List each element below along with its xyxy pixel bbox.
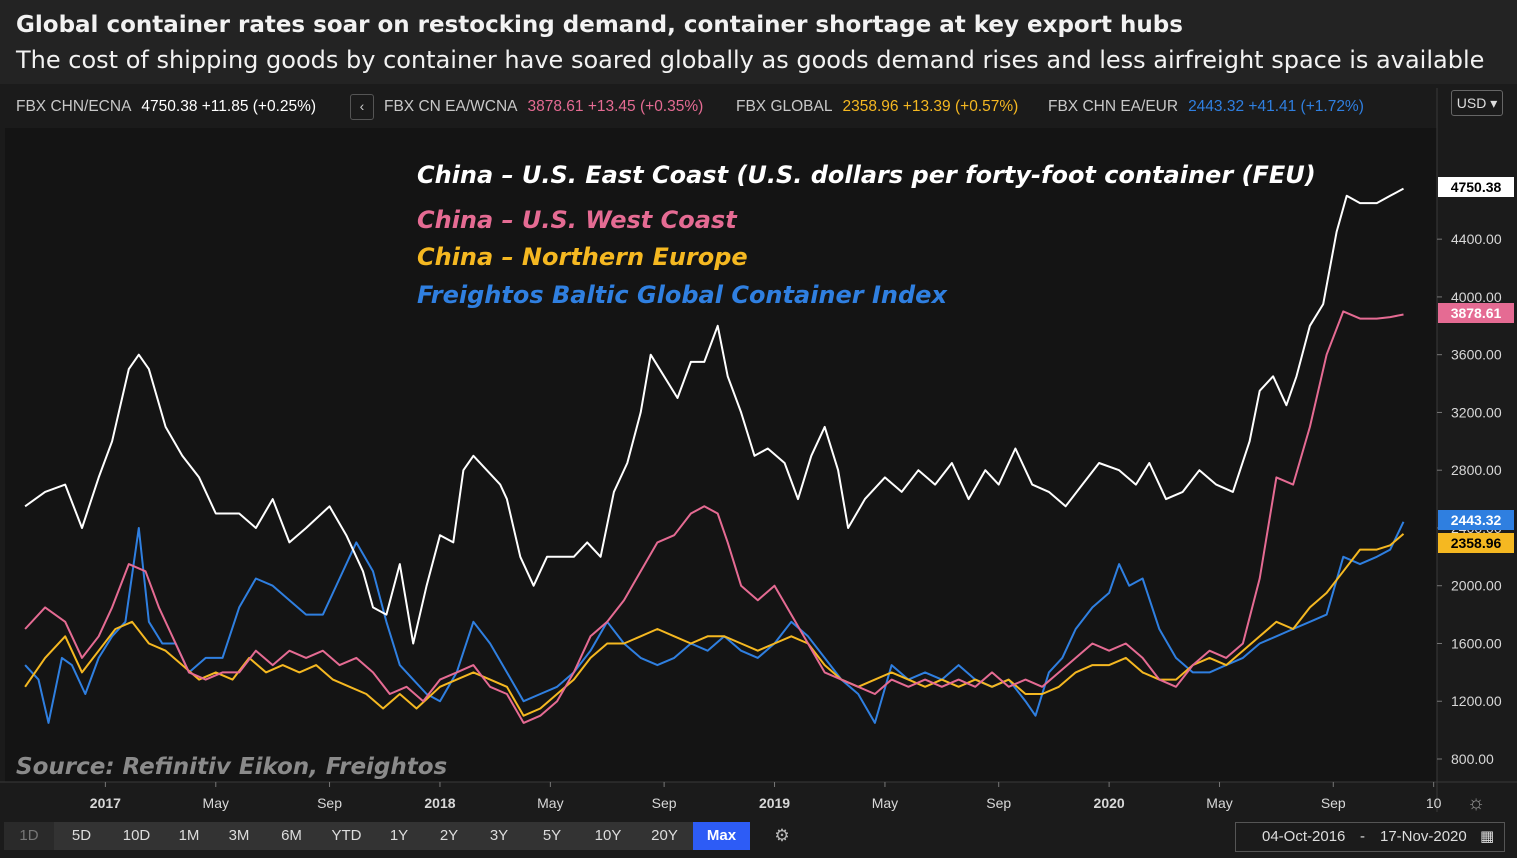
last-value-tag (1438, 533, 1514, 553)
last-value-label: 4750.38 (1451, 179, 1502, 195)
date-separator: - (1360, 828, 1365, 845)
range-button-10y[interactable]: 10Y (580, 822, 637, 850)
quote-name: FBX CN EA/WCNA (384, 98, 518, 115)
quote-change: +41.41 (+1.72%) (1248, 98, 1364, 115)
chevron-down-icon: ▾ (1486, 95, 1498, 111)
range-button-3m[interactable]: 3M (214, 822, 265, 850)
previous-quotes-button[interactable]: ‹ (350, 94, 374, 120)
range-button-6m[interactable]: 6M (264, 822, 320, 850)
x-tick-label: 10 (1426, 795, 1442, 811)
y-tick-label: 2000.00 (1451, 578, 1502, 594)
source-note: Source: Refinitiv Eikon, Freightos (16, 754, 447, 780)
last-value-tag (1438, 510, 1514, 530)
range-button-1d[interactable]: 1D (4, 822, 55, 850)
currency-select[interactable]: USD ▾ (1451, 90, 1503, 116)
x-tick-label: Sep (652, 795, 677, 811)
x-tick-label: May (203, 795, 229, 811)
x-tick-label: May (872, 795, 898, 811)
y-tick-label: 4000.00 (1451, 289, 1502, 305)
page-title: Global container rates soar on restockin… (16, 12, 1183, 38)
page-subtitle: The cost of shipping goods by container … (16, 46, 1485, 74)
series-line-0 (24, 187, 1404, 645)
quote-value: 2358.96 (842, 98, 899, 115)
y-tick-label: 3600.00 (1451, 347, 1502, 363)
y-tick-label: 1200.00 (1451, 693, 1502, 709)
range-toolbar: 1D 5D 10D 1M 3M 6M YTD 1Y 2Y 3Y 5Y 10Y 20Y Max ⚙ 04-O… (0, 820, 1517, 858)
x-tick-label: Sep (317, 795, 342, 811)
range-button-20y[interactable]: 20Y (636, 822, 694, 850)
quote-chn-ecna[interactable]: FBX CHN/ECNA 4750.38 +11.85 (+0.25%) (16, 98, 316, 116)
range-button-2y[interactable]: 2Y (424, 822, 475, 850)
date-range-box[interactable]: 04-Oct-2016 - 17-Nov-2020 ▦ (1235, 822, 1505, 852)
date-to[interactable]: 17-Nov-2020 (1380, 828, 1467, 845)
quote-change: +13.39 (+0.57%) (902, 98, 1019, 115)
quote-global[interactable]: FBX GLOBAL 2358.96 +13.39 (+0.57%) (736, 98, 1018, 116)
quote-name: FBX GLOBAL (736, 98, 833, 115)
legend-entry: China – U.S. East Coast (U.S. dollars pe… (417, 161, 1316, 189)
x-tick-label: 2019 (759, 795, 790, 811)
x-tick-label: Sep (1321, 795, 1346, 811)
range-button-max[interactable]: Max (693, 822, 751, 850)
x-tick-label: May (1206, 795, 1232, 811)
legend-entry: China – U.S. West Coast (417, 206, 738, 234)
quote-chn-ea-eur[interactable]: FBX CHN EA/EUR 2443.32 +41.41 (+1.72%) (1048, 98, 1364, 116)
quote-value: 2443.32 (1188, 98, 1245, 115)
quote-name: FBX CHN EA/EUR (1048, 98, 1179, 115)
y-tick-label: 3200.00 (1451, 404, 1502, 420)
quote-value: 3878.61 (527, 98, 584, 115)
last-value-tag (1438, 303, 1514, 323)
series-line-3 (24, 521, 1405, 724)
last-value-tag (1438, 177, 1514, 197)
quote-change: +13.45 (+0.35%) (587, 98, 704, 115)
series-line-1 (24, 310, 1404, 724)
date-from[interactable]: 04-Oct-2016 (1262, 828, 1346, 845)
quote-bar: FBX CHN/ECNA 4750.38 +11.85 (+0.25%) ‹ FB… (0, 88, 1440, 126)
range-button-1m[interactable]: 1M (164, 822, 215, 850)
range-button-3y[interactable]: 3Y (474, 822, 525, 850)
y-tick-label: 2800.00 (1451, 462, 1502, 478)
theme-sun-icon: ☼ (1467, 792, 1485, 814)
range-button-ytd[interactable]: YTD (319, 822, 375, 850)
series-line-2 (24, 533, 1405, 717)
quote-name: FBX CHN/ECNA (16, 98, 132, 115)
legend-entry: China – Northern Europe (417, 243, 748, 271)
range-button-5d[interactable]: 5D (54, 822, 110, 850)
x-tick-label: 2017 (90, 795, 121, 811)
y-tick-label: 4400.00 (1451, 231, 1502, 247)
range-button-5y[interactable]: 5Y (524, 822, 581, 850)
quote-cn-ea-wcna[interactable]: FBX CN EA/WCNA 3878.61 +13.45 (+0.35%) (384, 98, 703, 116)
x-tick-label: 2020 (1094, 795, 1125, 811)
y-tick-label: 1600.00 (1451, 635, 1502, 651)
x-tick-label: Sep (986, 795, 1011, 811)
range-button-10d[interactable]: 10D (109, 822, 165, 850)
y-tick-label: 800.00 (1451, 751, 1494, 767)
x-tick-label: 2018 (424, 795, 455, 811)
x-tick-label: May (537, 795, 563, 811)
range-button-1y[interactable]: 1Y (374, 822, 425, 850)
header-panel: Global container rates soar on restockin… (0, 0, 1517, 84)
currency-label: USD (1456, 95, 1487, 111)
settings-gear-icon[interactable]: ⚙ (774, 826, 790, 845)
last-value-label: 3878.61 (1451, 305, 1502, 321)
quote-value: 4750.38 (141, 98, 198, 115)
legend-entry: Freightos Baltic Global Container Index (417, 281, 948, 309)
chart[interactable]: 800.001200.001600.002000.002400.002800.0… (0, 0, 1517, 820)
quote-change: +11.85 (+0.25%) (201, 98, 317, 115)
last-value-label: 2443.32 (1451, 512, 1502, 528)
calendar-icon[interactable]: ▦ (1480, 828, 1495, 845)
last-value-label: 2358.96 (1451, 535, 1502, 551)
